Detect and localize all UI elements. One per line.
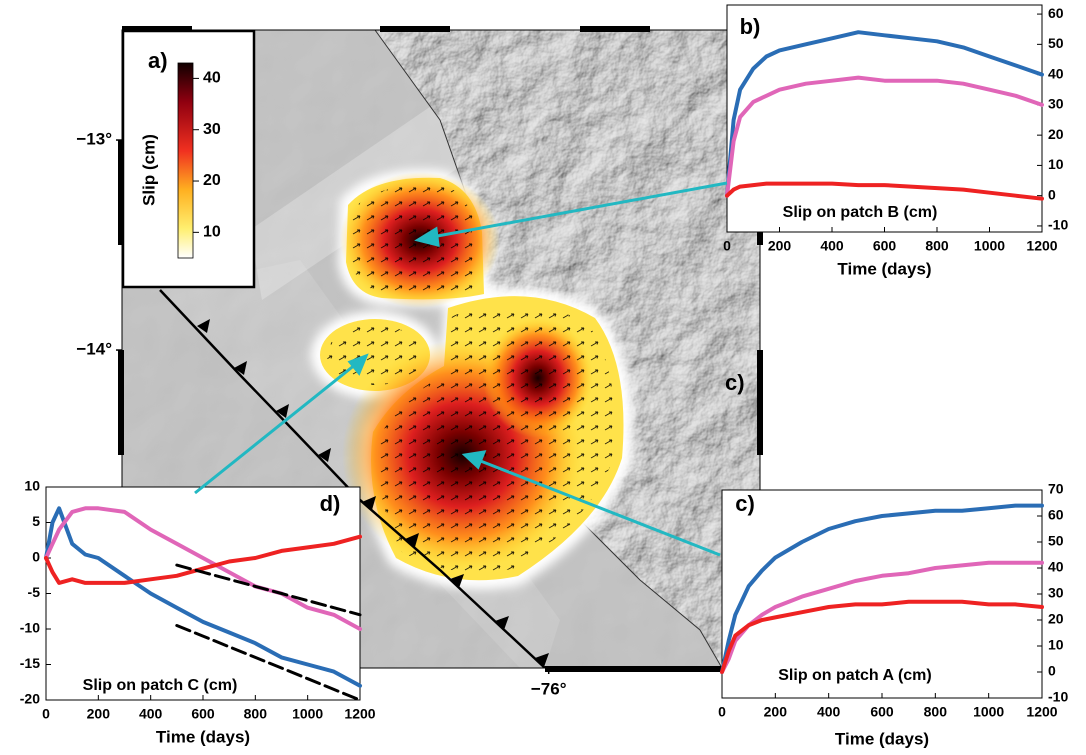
y-tick-label: 0 bbox=[1048, 186, 1056, 202]
y-tick-label: 20 bbox=[1048, 126, 1064, 142]
y-tick-label: 0 bbox=[1048, 663, 1056, 679]
y-tick-label: -5 bbox=[28, 584, 41, 600]
colorbar-tick-label: 30 bbox=[203, 121, 221, 138]
colorbar-tick-label: 10 bbox=[203, 224, 221, 241]
y-tick-label: -10 bbox=[1048, 689, 1068, 705]
x-axis-title: Time (days) bbox=[837, 259, 931, 278]
y-tick-label: 20 bbox=[1048, 611, 1064, 627]
y-tick-label: 70 bbox=[1048, 481, 1064, 497]
lat-tick-label: −13° bbox=[76, 130, 112, 149]
chart-panel: -20 -15 -10 -5 0 5 10 0 200 400 600 800 1000 1200 Slip… bbox=[20, 478, 376, 747]
colorbar-tick-label: 20 bbox=[203, 172, 221, 189]
colorbar-label: Slip (cm) bbox=[139, 134, 158, 206]
chart-title: Slip on patch C (cm) bbox=[83, 677, 238, 694]
x-tick-label: 200 bbox=[764, 704, 788, 720]
x-tick-label: 400 bbox=[817, 704, 841, 720]
panel-label: d) bbox=[320, 491, 341, 516]
panel-label: c) bbox=[735, 491, 755, 516]
y-tick-label: 5 bbox=[32, 513, 40, 529]
y-tick-label: 40 bbox=[1048, 559, 1064, 575]
y-tick-label: -10 bbox=[20, 620, 40, 636]
chart-title: Slip on patch B (cm) bbox=[783, 204, 938, 221]
colorbar bbox=[178, 63, 193, 258]
panel-label: b) bbox=[740, 14, 761, 39]
colorbar-tick-label: 40 bbox=[203, 70, 221, 87]
lon-tick-label: −76° bbox=[531, 679, 567, 698]
chart-panel: -10 0 10 20 30 40 50 60 70 0 200 400 600 800 1000 1200 S… bbox=[718, 481, 1068, 749]
x-axis-title: Time (days) bbox=[835, 729, 929, 748]
x-tick-label: 1200 bbox=[1026, 238, 1057, 254]
y-tick-label: 50 bbox=[1048, 35, 1064, 51]
x-tick-label: 1200 bbox=[1026, 704, 1057, 720]
y-tick-label: 30 bbox=[1048, 585, 1064, 601]
lat-tick-label: −14° bbox=[76, 340, 112, 359]
x-tick-label: 800 bbox=[244, 706, 268, 722]
x-tick-label: 600 bbox=[870, 704, 894, 720]
plot-area bbox=[727, 5, 1042, 232]
y-tick-label: 10 bbox=[24, 478, 40, 494]
x-tick-label: 0 bbox=[42, 706, 50, 722]
x-tick-label: 1000 bbox=[973, 704, 1004, 720]
x-tick-label: 400 bbox=[139, 706, 163, 722]
x-tick-label: 600 bbox=[873, 238, 897, 254]
y-tick-label: -15 bbox=[20, 655, 40, 671]
x-tick-label: 0 bbox=[723, 238, 731, 254]
x-tick-label: 1200 bbox=[344, 706, 375, 722]
y-tick-label: 0 bbox=[32, 549, 40, 565]
plot-area bbox=[46, 487, 360, 700]
y-tick-label: 10 bbox=[1048, 156, 1064, 172]
chart-title: Slip on patch A (cm) bbox=[778, 667, 931, 684]
y-tick-label: 60 bbox=[1048, 5, 1064, 21]
x-tick-label: 200 bbox=[87, 706, 111, 722]
x-tick-label: 0 bbox=[718, 704, 726, 720]
y-tick-label: 50 bbox=[1048, 533, 1064, 549]
x-axis-title: Time (days) bbox=[156, 727, 250, 746]
x-tick-label: 1000 bbox=[292, 706, 323, 722]
x-tick-label: 200 bbox=[768, 238, 792, 254]
y-tick-label: 60 bbox=[1048, 507, 1064, 523]
y-tick-label: 10 bbox=[1048, 637, 1064, 653]
y-tick-label: 30 bbox=[1048, 96, 1064, 112]
x-tick-label: 400 bbox=[820, 238, 844, 254]
figure: a) Slip (cm) c) 10 20 30 40 −13° −14° −76° -10 0… bbox=[0, 0, 1086, 750]
panel-label: a) bbox=[148, 48, 168, 73]
overlay-label: c) bbox=[725, 370, 745, 395]
x-tick-label: 600 bbox=[191, 706, 215, 722]
x-tick-label: 800 bbox=[925, 238, 949, 254]
y-tick-label: -20 bbox=[20, 691, 40, 707]
x-tick-label: 1000 bbox=[974, 238, 1005, 254]
y-tick-label: 40 bbox=[1048, 65, 1064, 81]
y-tick-label: -10 bbox=[1048, 217, 1068, 233]
x-tick-label: 800 bbox=[924, 704, 948, 720]
